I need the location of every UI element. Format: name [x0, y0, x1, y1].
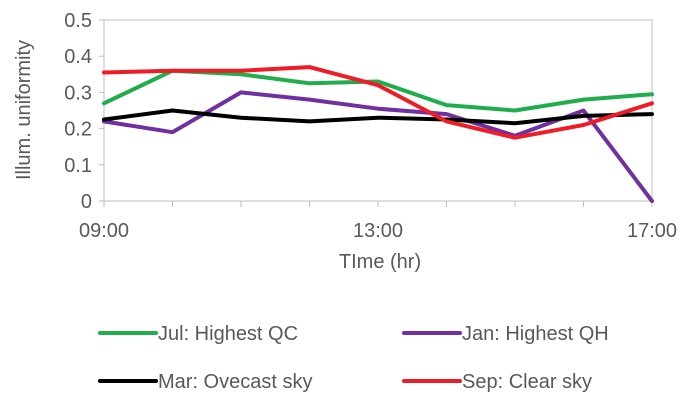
legend-label: Mar: Ovecast sky: [158, 371, 312, 393]
series-lines: [102, 65, 654, 203]
legend-label: Jul: Highest QC: [158, 323, 298, 345]
series-line-1: [102, 68, 654, 113]
y-tick-label: 0.2: [64, 119, 92, 141]
legend-label: Jan: Highest QH: [462, 323, 609, 345]
y-tick-label: 0: [81, 191, 92, 213]
x-axis-label: TIme (hr): [339, 251, 421, 273]
legend: Jul: Highest QC Jan: Highest QH Mar: Oveca…: [98, 323, 609, 393]
series-line-3: [102, 108, 654, 126]
legend-item: Mar: Ovecast sky: [98, 371, 312, 393]
series-line-4: [102, 65, 654, 140]
legend-item: Jul: Highest QC: [98, 323, 298, 345]
x-tick-label: 13:00: [353, 220, 403, 242]
y-axis-label: Illum. uniformity: [13, 40, 35, 180]
y-tick-label: 0.1: [64, 155, 92, 177]
legend-item: Sep: Clear sky: [402, 371, 592, 393]
y-tick-label: 0.5: [64, 10, 92, 32]
legend-item: Jan: Highest QH: [402, 323, 609, 345]
x-tick-label: 09:00: [79, 220, 129, 242]
y-axis-ticks: 0 0.1 0.2 0.3 0.4 0.5: [64, 10, 104, 213]
y-tick-label: 0.4: [64, 46, 92, 68]
x-tick-label: 17:00: [627, 220, 677, 242]
y-tick-label: 0.3: [64, 82, 92, 104]
x-axis-ticks: 09:00 13:00 17:00: [79, 201, 677, 242]
legend-label: Sep: Clear sky: [462, 371, 592, 393]
series-line-2: [102, 90, 654, 203]
